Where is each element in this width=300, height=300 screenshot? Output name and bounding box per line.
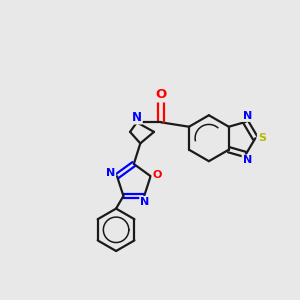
Text: N: N: [242, 155, 252, 165]
Text: N: N: [106, 168, 115, 178]
Text: N: N: [242, 111, 252, 121]
Text: S: S: [258, 133, 266, 143]
Text: N: N: [132, 110, 142, 124]
Text: O: O: [155, 88, 167, 101]
Text: O: O: [152, 170, 162, 180]
Text: N: N: [140, 197, 149, 207]
